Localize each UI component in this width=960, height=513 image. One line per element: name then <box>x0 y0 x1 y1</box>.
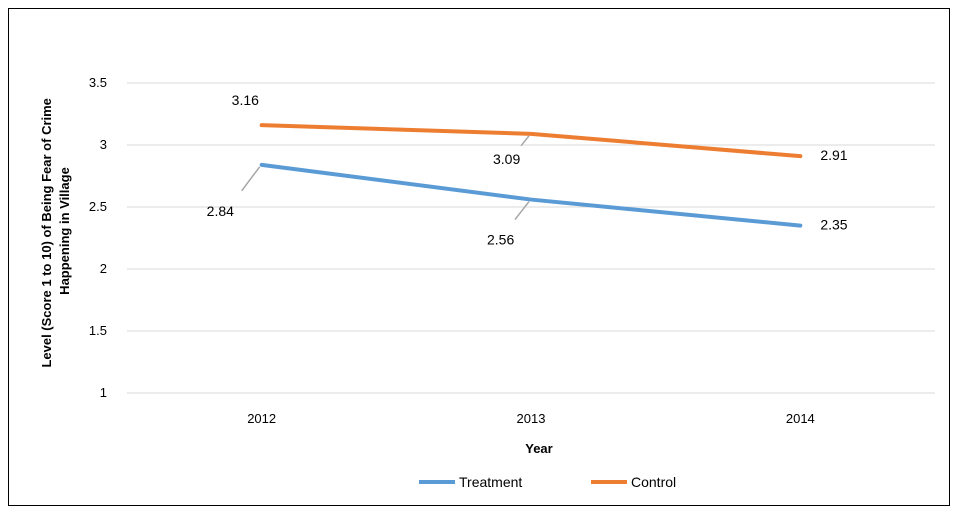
x-axis-label: Year <box>525 441 552 456</box>
data-label: 2.35 <box>820 217 847 233</box>
line-chart: 1 1.5 2 2.5 3 3.5 2012 2013 2014 3.16 3.09 2.91 2.… <box>39 75 935 490</box>
y-axis-label-line-2: Happening in Village <box>57 167 72 295</box>
data-label: 2.56 <box>487 232 514 248</box>
leader-line <box>241 166 261 192</box>
series-line-control <box>259 123 803 159</box>
data-labels: 3.16 3.09 2.91 2.84 2.56 2.35 <box>207 92 848 247</box>
gridlines <box>127 82 935 394</box>
y-tick-label: 3.5 <box>89 75 107 90</box>
series-line-treatment <box>259 162 803 228</box>
y-tick-label: 2 <box>100 261 107 276</box>
y-tick-label: 3 <box>100 137 107 152</box>
y-tick-labels: 1 1.5 2 2.5 3 3.5 <box>89 75 107 400</box>
leader-line <box>520 135 530 147</box>
x-tick-label: 2012 <box>247 411 276 426</box>
leader-line <box>514 201 530 221</box>
data-label: 3.16 <box>232 92 259 108</box>
data-label: 3.09 <box>493 151 520 167</box>
x-tick-label: 2014 <box>786 411 815 426</box>
legend-item-treatment: Treatment <box>419 474 522 490</box>
y-tick-label: 2.5 <box>89 199 107 214</box>
y-axis-label: Level (Score 1 to 10) of Being Fear of C… <box>39 94 72 367</box>
y-tick-label: 1 <box>100 385 107 400</box>
legend-label: Control <box>631 474 676 490</box>
legend-item-control: Control <box>591 474 676 490</box>
y-tick-label: 1.5 <box>89 323 107 338</box>
legend-label: Treatment <box>459 474 522 490</box>
series-lines <box>259 123 803 228</box>
x-tick-labels: 2012 2013 2014 <box>247 411 815 426</box>
y-axis-label-line-1: Level (Score 1 to 10) of Being Fear of C… <box>39 98 54 367</box>
chart-frame: 1 1.5 2 2.5 3 3.5 2012 2013 2014 3.16 3.09 2.91 2.… <box>8 8 950 506</box>
data-label: 2.91 <box>820 147 847 163</box>
x-tick-label: 2013 <box>517 411 546 426</box>
legend: Treatment Control <box>419 474 676 490</box>
data-label: 2.84 <box>207 203 234 219</box>
